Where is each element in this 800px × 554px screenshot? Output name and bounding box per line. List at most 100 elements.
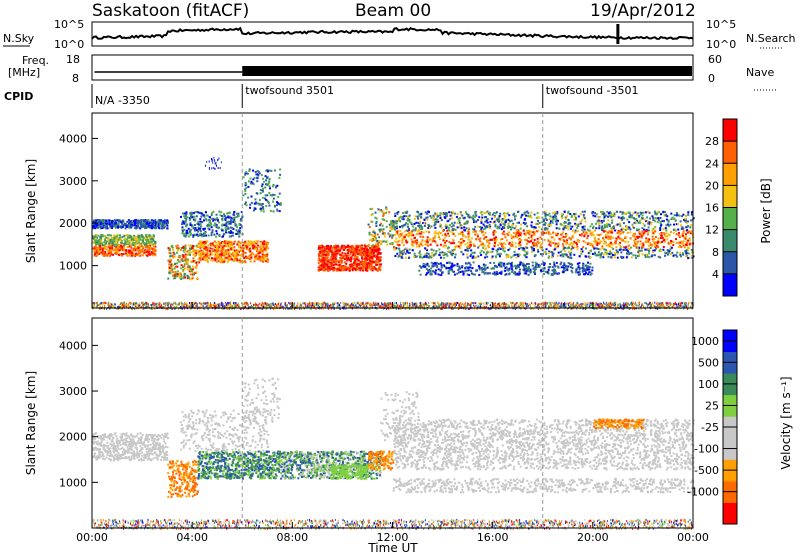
heatmap-cell (226, 242, 229, 245)
heatmap-cell (366, 301, 368, 304)
heatmap-cell (235, 215, 238, 218)
heatmap-cell (324, 256, 327, 259)
heatmap-cell (553, 307, 555, 310)
heatmap-cell (622, 307, 624, 310)
heatmap-cell (683, 307, 685, 310)
heatmap-cell (257, 304, 259, 307)
heatmap-cell (191, 225, 194, 228)
heatmap-cell (356, 268, 359, 271)
heatmap-cell (400, 301, 401, 304)
heatmap-cell (199, 306, 201, 309)
beam-title: Beam 00 (355, 1, 431, 21)
heatmap-cell (95, 302, 97, 305)
heatmap-cell (236, 303, 238, 306)
heatmap-cell (102, 305, 104, 308)
heatmap-cell (97, 225, 100, 228)
heatmap-cell (510, 302, 512, 305)
heatmap-cell (256, 304, 258, 307)
heatmap-cell (249, 206, 251, 209)
heatmap-cell (360, 304, 362, 307)
heatmap-cell (104, 235, 107, 237)
heatmap-cell (485, 305, 486, 308)
heatmap-cell (399, 307, 401, 310)
heatmap-cell (348, 302, 350, 305)
heatmap-cell (253, 202, 256, 205)
heatmap-cell (598, 302, 600, 305)
heatmap-cell (184, 248, 186, 251)
heatmap-cell (367, 302, 369, 305)
heatmap-cell (272, 302, 274, 305)
heatmap-cell (236, 254, 239, 257)
heatmap-cell (192, 260, 195, 262)
heatmap-cell (167, 307, 169, 310)
heatmap-cell (262, 206, 265, 209)
heatmap-cell (104, 305, 106, 307)
heatmap-cell (645, 307, 647, 310)
heatmap-cell (425, 302, 427, 305)
heatmap-cell (200, 302, 202, 305)
heatmap-cell (521, 304, 523, 307)
heatmap-cell (168, 267, 171, 269)
heatmap-cell (578, 304, 580, 307)
heatmap-cell (609, 302, 611, 305)
heatmap-cell (225, 240, 228, 243)
heatmap-cell (132, 237, 135, 240)
heatmap-cell (342, 301, 344, 304)
heatmap-cell (157, 305, 158, 308)
heatmap-cell (204, 243, 207, 246)
heatmap-cell (590, 304, 592, 306)
heatmap-cell (581, 302, 583, 305)
heatmap-cell (211, 242, 214, 245)
heatmap-cell (102, 253, 104, 256)
heatmap-cell (126, 303, 128, 306)
heatmap-cell (582, 302, 584, 305)
heatmap-cell (368, 303, 370, 306)
heatmap-cell (280, 302, 282, 305)
heatmap-cell (230, 216, 233, 219)
heatmap-cell (125, 225, 128, 228)
heatmap-cell (413, 303, 415, 305)
heatmap-cell (143, 303, 145, 306)
heatmap-cell (249, 177, 252, 180)
heatmap-cell (373, 302, 375, 305)
heatmap-cell (338, 263, 341, 266)
heatmap-cell (513, 304, 515, 307)
heatmap-cell (142, 307, 144, 310)
heatmap-cell (121, 245, 123, 248)
heatmap-cell (258, 302, 260, 305)
heatmap-cell (116, 235, 118, 238)
heatmap-cell (131, 254, 134, 257)
heatmap-cell (253, 260, 256, 263)
heatmap-cell (349, 306, 351, 309)
heatmap-cell (174, 305, 176, 308)
heatmap-cell (254, 207, 257, 210)
heatmap-cell (112, 249, 115, 252)
heatmap-cell (403, 301, 405, 304)
heatmap-cell (114, 303, 116, 306)
heatmap-cell (215, 235, 218, 238)
heatmap-cell (99, 223, 102, 226)
heatmap-cell (196, 304, 198, 307)
heatmap-cell (571, 303, 573, 306)
heatmap-cell (269, 210, 272, 212)
heatmap-cell (376, 303, 378, 306)
heatmap-cell (118, 220, 121, 223)
heatmap-cell (454, 304, 456, 306)
heatmap-cell (417, 306, 419, 309)
heatmap-cell (170, 306, 172, 309)
heatmap-cell (233, 256, 236, 259)
heatmap-cell (111, 243, 114, 246)
heatmap-cell (142, 247, 145, 250)
heatmap-cell (245, 305, 247, 308)
heatmap-cell (110, 221, 113, 224)
heatmap-cell (214, 302, 216, 304)
heatmap-cell (492, 303, 494, 306)
heatmap-cell (617, 306, 618, 308)
heatmap-cell (255, 302, 257, 305)
heatmap-cell (118, 249, 121, 252)
heatmap-cell (437, 301, 439, 304)
heatmap-cell (203, 240, 206, 243)
heatmap-cell (92, 302, 94, 305)
heatmap-cell (291, 307, 293, 310)
heatmap-cell (203, 219, 205, 222)
